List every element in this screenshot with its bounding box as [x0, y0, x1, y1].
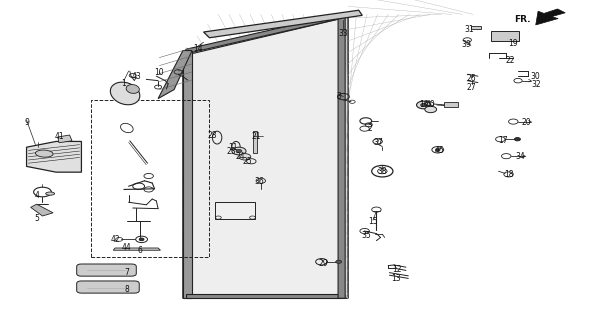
Text: 43: 43 [132, 72, 142, 81]
Polygon shape [186, 13, 343, 54]
Text: 28: 28 [208, 131, 217, 140]
Circle shape [232, 147, 246, 155]
FancyBboxPatch shape [77, 281, 139, 293]
Text: 5: 5 [34, 214, 39, 223]
Text: 4: 4 [34, 191, 39, 200]
Text: 18: 18 [504, 170, 513, 179]
Polygon shape [113, 248, 160, 250]
Circle shape [239, 154, 251, 160]
Text: 35: 35 [361, 231, 371, 240]
Polygon shape [183, 14, 348, 298]
Bar [91, 100, 209, 257]
Text: 22: 22 [506, 56, 515, 65]
Polygon shape [338, 13, 345, 298]
Text: 36: 36 [255, 177, 264, 186]
Polygon shape [189, 19, 341, 295]
Circle shape [417, 101, 431, 109]
Circle shape [514, 138, 520, 141]
Polygon shape [58, 135, 72, 143]
Text: 12: 12 [392, 265, 401, 274]
Text: 1: 1 [122, 79, 126, 88]
Text: 23: 23 [227, 147, 236, 156]
FancyBboxPatch shape [77, 264, 136, 276]
Ellipse shape [126, 84, 139, 93]
Text: 42: 42 [110, 235, 120, 244]
Polygon shape [183, 51, 192, 298]
Text: 7: 7 [124, 268, 129, 277]
Text: 14: 14 [193, 44, 202, 53]
Ellipse shape [46, 192, 54, 195]
Text: 26: 26 [466, 74, 476, 83]
Polygon shape [27, 141, 81, 172]
Ellipse shape [35, 150, 53, 157]
Circle shape [139, 238, 144, 241]
Polygon shape [253, 131, 257, 153]
Text: 8: 8 [124, 285, 129, 294]
Text: 39: 39 [461, 40, 471, 49]
Text: 33: 33 [339, 29, 348, 38]
Text: 3: 3 [337, 92, 342, 101]
Text: 9: 9 [24, 118, 29, 127]
Text: 30: 30 [531, 72, 540, 81]
Text: 41: 41 [54, 132, 64, 141]
Text: 17: 17 [498, 136, 507, 145]
Text: 24: 24 [236, 152, 245, 161]
Bar [491, 31, 519, 41]
Text: 2: 2 [368, 124, 372, 132]
Text: 10: 10 [155, 68, 164, 77]
Text: 45: 45 [435, 146, 444, 155]
Text: 34: 34 [516, 152, 525, 161]
Text: 29: 29 [319, 259, 328, 268]
Text: 37: 37 [374, 138, 384, 147]
Ellipse shape [110, 82, 140, 105]
Text: 38: 38 [378, 167, 387, 176]
Text: 15: 15 [368, 217, 378, 226]
Bar [215, 202, 255, 219]
Polygon shape [158, 51, 192, 99]
Text: 27: 27 [466, 83, 476, 92]
Polygon shape [31, 204, 53, 216]
Text: 32: 32 [531, 80, 540, 89]
Text: 21: 21 [252, 132, 261, 140]
Text: FR.: FR. [514, 15, 531, 24]
Text: 40: 40 [426, 100, 435, 108]
Text: 25: 25 [243, 157, 253, 166]
Circle shape [421, 103, 427, 107]
Text: 6: 6 [138, 246, 143, 255]
Circle shape [336, 260, 342, 263]
Polygon shape [204, 10, 362, 38]
Circle shape [236, 149, 242, 153]
Text: 44: 44 [122, 243, 132, 252]
Bar [444, 102, 458, 107]
Polygon shape [186, 294, 343, 298]
Text: 19: 19 [509, 39, 518, 48]
Circle shape [425, 106, 437, 113]
Text: 31: 31 [464, 25, 474, 34]
Circle shape [435, 148, 440, 151]
Text: 13: 13 [392, 274, 401, 283]
Bar [471, 26, 481, 29]
Text: 16: 16 [419, 100, 428, 109]
Text: 20: 20 [522, 118, 531, 127]
Text: 11: 11 [228, 143, 238, 152]
Polygon shape [536, 9, 565, 25]
